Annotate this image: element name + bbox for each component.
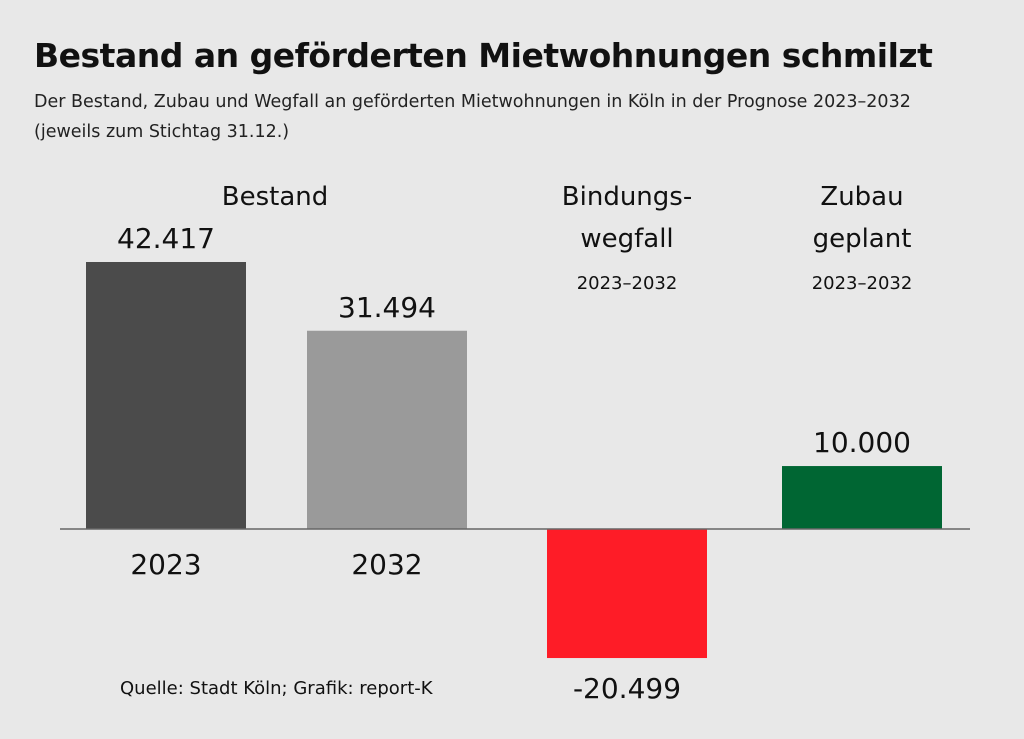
bar — [307, 330, 467, 529]
bar — [547, 529, 707, 659]
chart-title: Bestand an geförderten Mietwohnungen sch… — [34, 36, 933, 75]
data-label: 31.494 — [338, 291, 436, 324]
source-note: Quelle: Stadt Köln; Grafik: report-K — [120, 678, 433, 699]
group-period: 2023–2032 — [577, 273, 678, 294]
group-header: Zubau — [820, 182, 903, 212]
bar — [86, 262, 246, 529]
bar — [782, 466, 942, 529]
group-header: geplant — [813, 224, 912, 254]
group-header: wegfall — [580, 224, 673, 254]
group-header: Bestand — [222, 182, 329, 212]
x-tick-label: 2023 — [130, 548, 201, 581]
chart-subtitle-note: (jeweils zum Stichtag 31.12.) — [34, 122, 290, 142]
data-label: -20.499 — [573, 672, 681, 705]
data-label: 42.417 — [117, 222, 215, 255]
group-header: Bindungs- — [562, 182, 692, 212]
chart-subtitle: Der Bestand, Zubau und Wegfall an geförd… — [34, 92, 911, 112]
group-period: 2023–2032 — [812, 273, 913, 294]
data-label: 10.000 — [813, 426, 911, 459]
x-tick-label: 2032 — [351, 548, 422, 581]
